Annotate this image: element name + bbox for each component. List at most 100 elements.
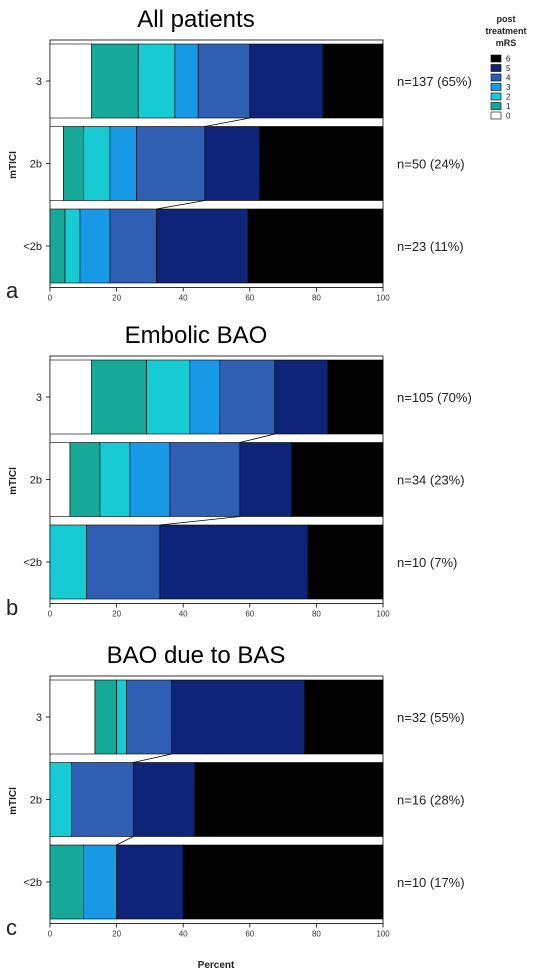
category-label: 2b (30, 795, 42, 807)
legend-title-line-1: post (497, 14, 516, 24)
legend-title-line-3: mRS (496, 38, 517, 48)
bar-segment (197, 43, 251, 119)
x-tick-label: 60 (245, 930, 254, 939)
bar-segment (49, 126, 64, 201)
bar-segment (189, 359, 221, 435)
bar-segment (247, 208, 384, 284)
chart-panels: All patients mTICI 3 n=137 (65%) 2b n=50 (24%… (6, 6, 472, 940)
bar-connector (116, 836, 134, 846)
bar-segment (116, 844, 184, 920)
bar-segment (94, 679, 117, 755)
category-label: <2b (23, 557, 42, 569)
bar-connector (204, 117, 250, 127)
panel-letter: b (6, 595, 18, 620)
panel-letter: a (6, 278, 19, 303)
panel-title: BAO due to BAS (107, 642, 286, 669)
x-tick-label: 80 (312, 294, 321, 303)
bar-segment (171, 679, 306, 755)
bar-connector (133, 753, 172, 763)
bar-connector (156, 200, 205, 210)
bar-segment (69, 442, 101, 517)
bar-segment (91, 359, 147, 435)
panel-letter: c (6, 915, 17, 940)
legend-label: 6 (506, 55, 511, 64)
bar-segment (109, 126, 137, 201)
x-tick-label: 40 (179, 610, 188, 619)
bar-segment (239, 442, 292, 517)
x-tick-label: 100 (376, 294, 390, 303)
legend-label: 2 (506, 93, 511, 102)
bar-segment (274, 359, 329, 435)
x-tick-label: 80 (312, 930, 321, 939)
panel-title: Embolic BAO (125, 322, 268, 349)
bar-segment (49, 442, 71, 517)
legend-title-line-2: treatment (485, 26, 526, 36)
bar-segment (136, 126, 206, 201)
n-label: n=50 (24%) (397, 157, 465, 172)
bar-segment (129, 442, 171, 517)
x-tick-label: 40 (179, 930, 188, 939)
x-tick-label: 40 (179, 294, 188, 303)
x-axis-label: Percent (198, 960, 235, 971)
bar-segment (249, 43, 324, 119)
bar-segment (49, 524, 87, 600)
n-label: n=23 (11%) (397, 239, 464, 254)
n-label: n=34 (23%) (397, 473, 465, 488)
panel-b: Embolic BAO mTICI 3 n=105 (70%) 2b n=34 (23%)… (6, 322, 472, 620)
legend-swatch (490, 92, 502, 101)
bar-segment (219, 359, 276, 435)
bar-segment (259, 126, 384, 201)
legend-swatch (490, 54, 502, 63)
bar-segment (64, 208, 81, 284)
legend-label: 3 (506, 83, 511, 92)
bar-segment (91, 43, 139, 119)
bar-segment (86, 524, 161, 600)
category-label: <2b (23, 241, 42, 253)
bar-segment (71, 762, 134, 837)
bar-segment (83, 126, 111, 201)
y-axis-label: mTICI (8, 467, 19, 495)
legend-label: 1 (506, 102, 511, 111)
x-tick-label: 20 (112, 294, 121, 303)
y-axis-label: mTICI (8, 151, 19, 179)
bar-segment (49, 762, 72, 837)
n-label: n=137 (65%) (397, 74, 472, 89)
x-tick-label: 100 (376, 930, 390, 939)
x-tick-label: 80 (312, 610, 321, 619)
n-label: n=105 (70%) (397, 390, 472, 405)
panel-title: All patients (137, 6, 254, 33)
bar-segment (137, 43, 176, 119)
bar-segment (322, 43, 384, 119)
n-label: n=32 (55%) (397, 710, 465, 725)
bar-segment (49, 208, 66, 284)
bar-segment (291, 442, 384, 517)
legend-label: 4 (506, 74, 511, 83)
panel-a: All patients mTICI 3 n=137 (65%) 2b n=50 (24%… (6, 6, 472, 303)
legend-label: 0 (506, 112, 511, 121)
bar-segment (304, 679, 384, 755)
bar-segment (99, 442, 131, 517)
bar-segment (109, 208, 157, 284)
category-label: 3 (36, 712, 42, 724)
legend-swatch (490, 102, 502, 110)
x-tick-label: 100 (376, 610, 390, 619)
x-tick-label: 60 (245, 610, 254, 619)
legend-label: 5 (506, 64, 511, 73)
n-label: n=10 (17%) (397, 875, 465, 890)
bar-connector (159, 516, 240, 526)
x-tick-label: 20 (112, 930, 121, 939)
y-axis-label: mTICI (8, 787, 19, 815)
bar-connector (239, 433, 275, 443)
x-tick-label: 0 (48, 930, 53, 939)
bar-segment (126, 679, 172, 755)
bar-segment (116, 679, 127, 755)
x-tick-label: 0 (48, 610, 53, 619)
category-label: 3 (36, 76, 42, 88)
bar-segment (49, 43, 92, 119)
bar-segment (132, 762, 196, 837)
bar-segment (204, 126, 261, 201)
legend-swatch (490, 64, 502, 72)
bar-segment (83, 844, 117, 920)
